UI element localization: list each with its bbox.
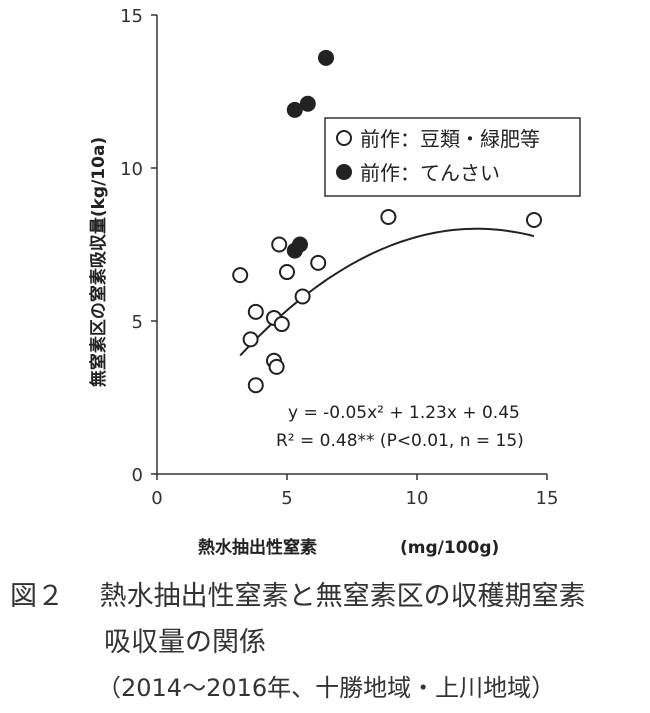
data-point-sugarbeet (299, 95, 316, 112)
y-tick-label: 0 (132, 465, 143, 486)
trendline-curve (239, 227, 535, 357)
data-point-legume (242, 331, 259, 348)
x-tick-label: 0 (151, 488, 162, 509)
data-point-sugarbeet (292, 236, 308, 253)
figure-caption-line1: 図２ 熱水抽出性窒素と無窒素区の収穫期窒素 (10, 581, 586, 612)
data-point-legume (247, 377, 264, 394)
legend-filled-circle-marker (336, 164, 352, 180)
data-point-legume (310, 254, 327, 271)
x-tick-label: 5 (281, 488, 292, 509)
y-axis-label: 無窒素区の窒素吸収量(kg/10a) (88, 137, 109, 387)
data-points (232, 49, 542, 394)
legend-label-legume: 前作：豆類・緑肥等 (360, 127, 540, 151)
x-tick-label: 10 (406, 488, 429, 509)
tick-labels: 0 5 10 15 0 5 10 15 (120, 6, 558, 509)
scatter-chart: 0 5 10 15 0 5 10 15 前作：豆類・緑肥等 前作：てんさい y = -0.05… (88, 6, 581, 558)
figure-caption-line2: 吸収量の関係 (104, 627, 266, 658)
x-axis-unit: (mg/100g) (400, 538, 499, 558)
data-point-legume (232, 267, 249, 284)
equation-annotation: y = -0.05x² + 1.23x + 0.45 (288, 403, 520, 423)
x-tick-label: 15 (536, 488, 559, 509)
data-point-legume (247, 303, 264, 320)
y-tick-label: 10 (120, 159, 143, 180)
trendline (239, 227, 535, 357)
data-point-legume (279, 264, 295, 281)
data-point-legume (271, 236, 288, 253)
data-point-legume (380, 208, 397, 225)
data-point-legume (294, 288, 311, 305)
x-axis-label: 熱水抽出性窒素 (198, 537, 317, 558)
data-point-legume (526, 212, 542, 229)
figure-caption-line3: （2014～2016年、十勝地域・上川地域） (97, 674, 556, 702)
axes (151, 14, 548, 480)
legend-label-sugarbeet: 前作：てんさい (360, 161, 500, 185)
data-point-sugarbeet (318, 49, 334, 66)
r-squared-annotation: R² = 0.48** (P<0.01, n = 15) (276, 431, 524, 451)
legend-box (324, 117, 581, 197)
y-tick-label: 15 (120, 6, 143, 27)
data-point-legume (268, 358, 285, 375)
legend-open-circle-marker (336, 130, 352, 146)
y-tick-label: 5 (132, 312, 143, 333)
data-point-sugarbeet (286, 101, 303, 118)
legend: 前作：豆類・緑肥等 前作：てんさい (324, 117, 581, 197)
data-point-legume (273, 316, 290, 333)
